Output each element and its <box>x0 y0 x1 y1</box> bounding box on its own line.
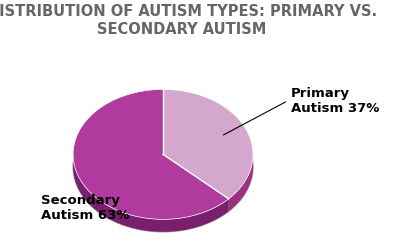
Ellipse shape <box>73 102 253 232</box>
Polygon shape <box>163 89 253 199</box>
Text: Secondary
Autism 63%: Secondary Autism 63% <box>41 194 129 222</box>
Polygon shape <box>229 154 253 211</box>
Title: DISTRIBUTION OF AUTISM TYPES: PRIMARY VS.
SECONDARY AUTISM: DISTRIBUTION OF AUTISM TYPES: PRIMARY VS… <box>0 4 377 37</box>
Text: Primary
Autism 37%: Primary Autism 37% <box>290 87 379 115</box>
Polygon shape <box>73 154 229 232</box>
Polygon shape <box>73 89 229 219</box>
